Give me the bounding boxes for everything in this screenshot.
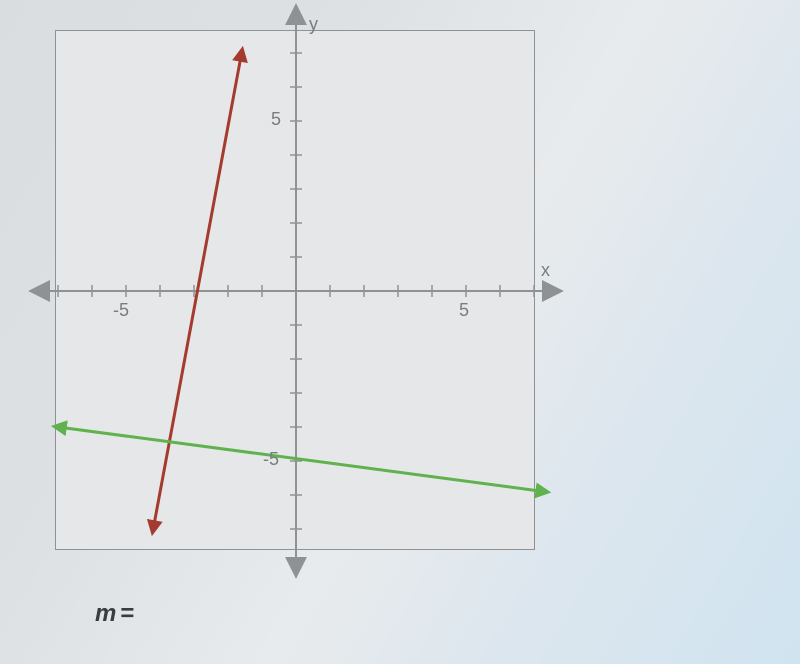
y-tick-5: 5 [271,109,281,130]
x-axis-label: x [541,260,550,281]
green-line [58,427,544,492]
y-axis-label: y [309,14,318,35]
m-symbol: m [95,600,116,627]
y-tick--5: -5 [263,449,279,470]
x-tick--5: -5 [113,300,129,321]
equals-sign: = [120,600,134,627]
coordinate-graph [55,30,535,550]
x-tick-5: 5 [459,300,469,321]
graph-svg [20,0,572,587]
slope-prompt: m= [95,600,134,628]
